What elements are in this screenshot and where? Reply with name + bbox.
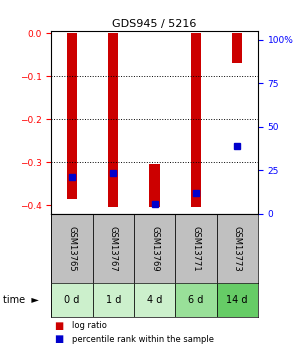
Bar (108, 33, 118, 207)
Bar (51, 283, 93, 317)
Text: 6 d: 6 d (188, 295, 204, 305)
Bar (51, 214, 93, 283)
Bar (175, 214, 217, 283)
Text: log ratio: log ratio (72, 321, 107, 330)
Text: percentile rank within the sample: percentile rank within the sample (72, 335, 214, 344)
Title: GDS945 / 5216: GDS945 / 5216 (113, 19, 197, 29)
Text: 1 d: 1 d (105, 295, 121, 305)
Bar (232, 33, 242, 63)
Bar (134, 283, 175, 317)
Bar (217, 283, 258, 317)
Text: 4 d: 4 d (147, 295, 162, 305)
Bar (93, 214, 134, 283)
Text: 14 d: 14 d (226, 295, 248, 305)
Text: time  ►: time ► (3, 295, 39, 305)
Text: GSM13773: GSM13773 (233, 226, 242, 271)
Bar (149, 165, 160, 207)
Text: GSM13769: GSM13769 (150, 226, 159, 271)
Text: ■: ■ (54, 335, 64, 344)
Text: GSM13767: GSM13767 (109, 226, 118, 271)
Bar (175, 283, 217, 317)
Bar (217, 214, 258, 283)
Bar (93, 283, 134, 317)
Bar (67, 33, 77, 199)
Text: ■: ■ (54, 321, 64, 331)
Text: 0 d: 0 d (64, 295, 80, 305)
Bar (191, 33, 201, 207)
Text: GSM13771: GSM13771 (191, 226, 200, 271)
Bar (134, 214, 175, 283)
Text: GSM13765: GSM13765 (67, 226, 76, 271)
